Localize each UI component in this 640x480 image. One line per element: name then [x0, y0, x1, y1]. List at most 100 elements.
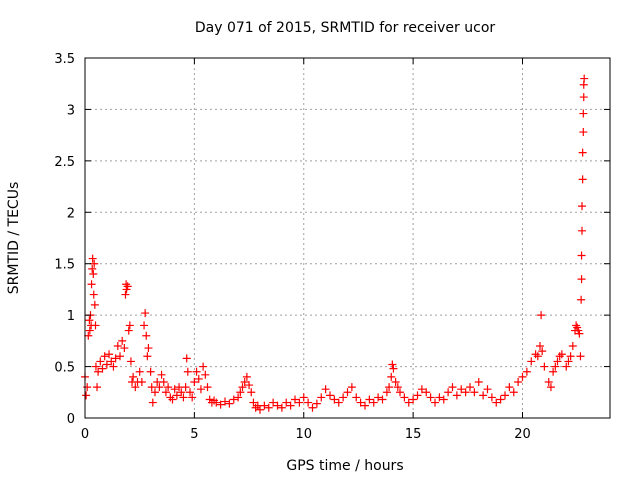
data-point	[242, 372, 251, 381]
data-point	[111, 354, 120, 363]
data-point	[492, 398, 501, 407]
data-point	[527, 357, 536, 366]
data-point	[385, 383, 394, 392]
data-point	[444, 388, 453, 397]
data-point	[553, 357, 562, 366]
data-point	[234, 393, 243, 402]
data-point	[85, 316, 94, 325]
data-point	[137, 378, 146, 386]
plot-frame	[84, 57, 611, 419]
data-point	[89, 290, 98, 299]
data-point	[166, 393, 175, 402]
data-point	[245, 381, 254, 390]
x-tick-label: 0	[81, 427, 89, 442]
tick-marks	[84, 57, 610, 419]
data-point	[356, 398, 365, 407]
data-point	[326, 391, 334, 400]
data-point	[400, 393, 409, 402]
data-point	[91, 321, 100, 330]
data-point	[124, 326, 133, 335]
y-axis-title: SRMTID / TECUs	[6, 182, 22, 295]
data-point	[435, 393, 444, 402]
grid-lines	[85, 58, 610, 418]
data-point	[170, 385, 179, 394]
data-point	[196, 385, 205, 394]
data-point	[304, 398, 313, 407]
data-point	[155, 383, 164, 392]
data-point	[256, 405, 264, 414]
chart-title: Day 071 of 2015, SRMTID for receiver uco…	[195, 20, 496, 36]
data-point	[347, 383, 356, 392]
data-point	[457, 385, 466, 394]
data-point	[426, 393, 435, 402]
data-point	[93, 383, 102, 392]
data-point	[120, 344, 129, 353]
y-tick-label: 2	[67, 206, 75, 221]
data-point	[576, 352, 585, 361]
data-point	[94, 367, 103, 376]
data-point	[388, 360, 397, 369]
data-point	[431, 398, 439, 407]
data-point	[264, 403, 273, 412]
data-point	[148, 398, 157, 407]
data-point	[339, 393, 348, 402]
data-point	[179, 393, 188, 402]
data-point	[199, 362, 208, 371]
data-point	[391, 378, 400, 386]
y-tick-label: 2.5	[54, 155, 75, 170]
data-point	[577, 295, 586, 304]
data-point	[299, 393, 308, 402]
y-tick-label: 3.5	[54, 52, 75, 67]
data-point	[562, 362, 571, 371]
data-point	[544, 378, 553, 386]
data-point	[352, 393, 361, 402]
data-point	[192, 367, 201, 376]
data-point	[102, 360, 111, 369]
y-tick-label: 0.5	[54, 361, 75, 376]
data-point	[249, 398, 258, 407]
data-point	[142, 331, 151, 340]
data-point	[91, 362, 100, 371]
data-point	[96, 357, 105, 366]
data-point	[555, 352, 564, 361]
data-point	[146, 367, 155, 376]
data-point	[229, 395, 238, 404]
data-point	[203, 383, 212, 392]
data-point	[578, 202, 586, 211]
data-point	[509, 388, 518, 397]
data-point	[466, 383, 474, 392]
data-point	[168, 395, 177, 404]
y-tick-label: 1.5	[54, 258, 75, 273]
data-point	[240, 378, 249, 386]
data-point	[89, 270, 98, 278]
data-point	[100, 352, 109, 361]
data-point	[181, 383, 190, 392]
data-point	[140, 321, 149, 330]
data-point	[177, 388, 186, 397]
data-point	[496, 395, 505, 404]
data-point	[88, 254, 97, 263]
data-point	[557, 350, 566, 359]
data-point	[129, 372, 138, 381]
data-point	[417, 385, 426, 394]
data-point	[312, 399, 321, 408]
data-point	[537, 311, 546, 320]
data-point	[536, 342, 544, 350]
data-point	[321, 385, 330, 394]
data-point	[183, 367, 192, 376]
data-point	[121, 290, 130, 299]
data-point	[452, 391, 461, 400]
data-point	[439, 395, 448, 404]
data-point	[409, 395, 418, 404]
data-point	[87, 280, 96, 289]
data-point	[260, 401, 269, 410]
data-point	[546, 383, 555, 392]
data-point	[190, 378, 199, 386]
data-point	[578, 148, 587, 157]
x-tick-label: 5	[190, 427, 198, 442]
data-point	[540, 362, 549, 371]
data-point	[109, 362, 118, 371]
data-point	[143, 352, 152, 361]
data-point	[85, 326, 94, 335]
data-point	[144, 344, 153, 353]
